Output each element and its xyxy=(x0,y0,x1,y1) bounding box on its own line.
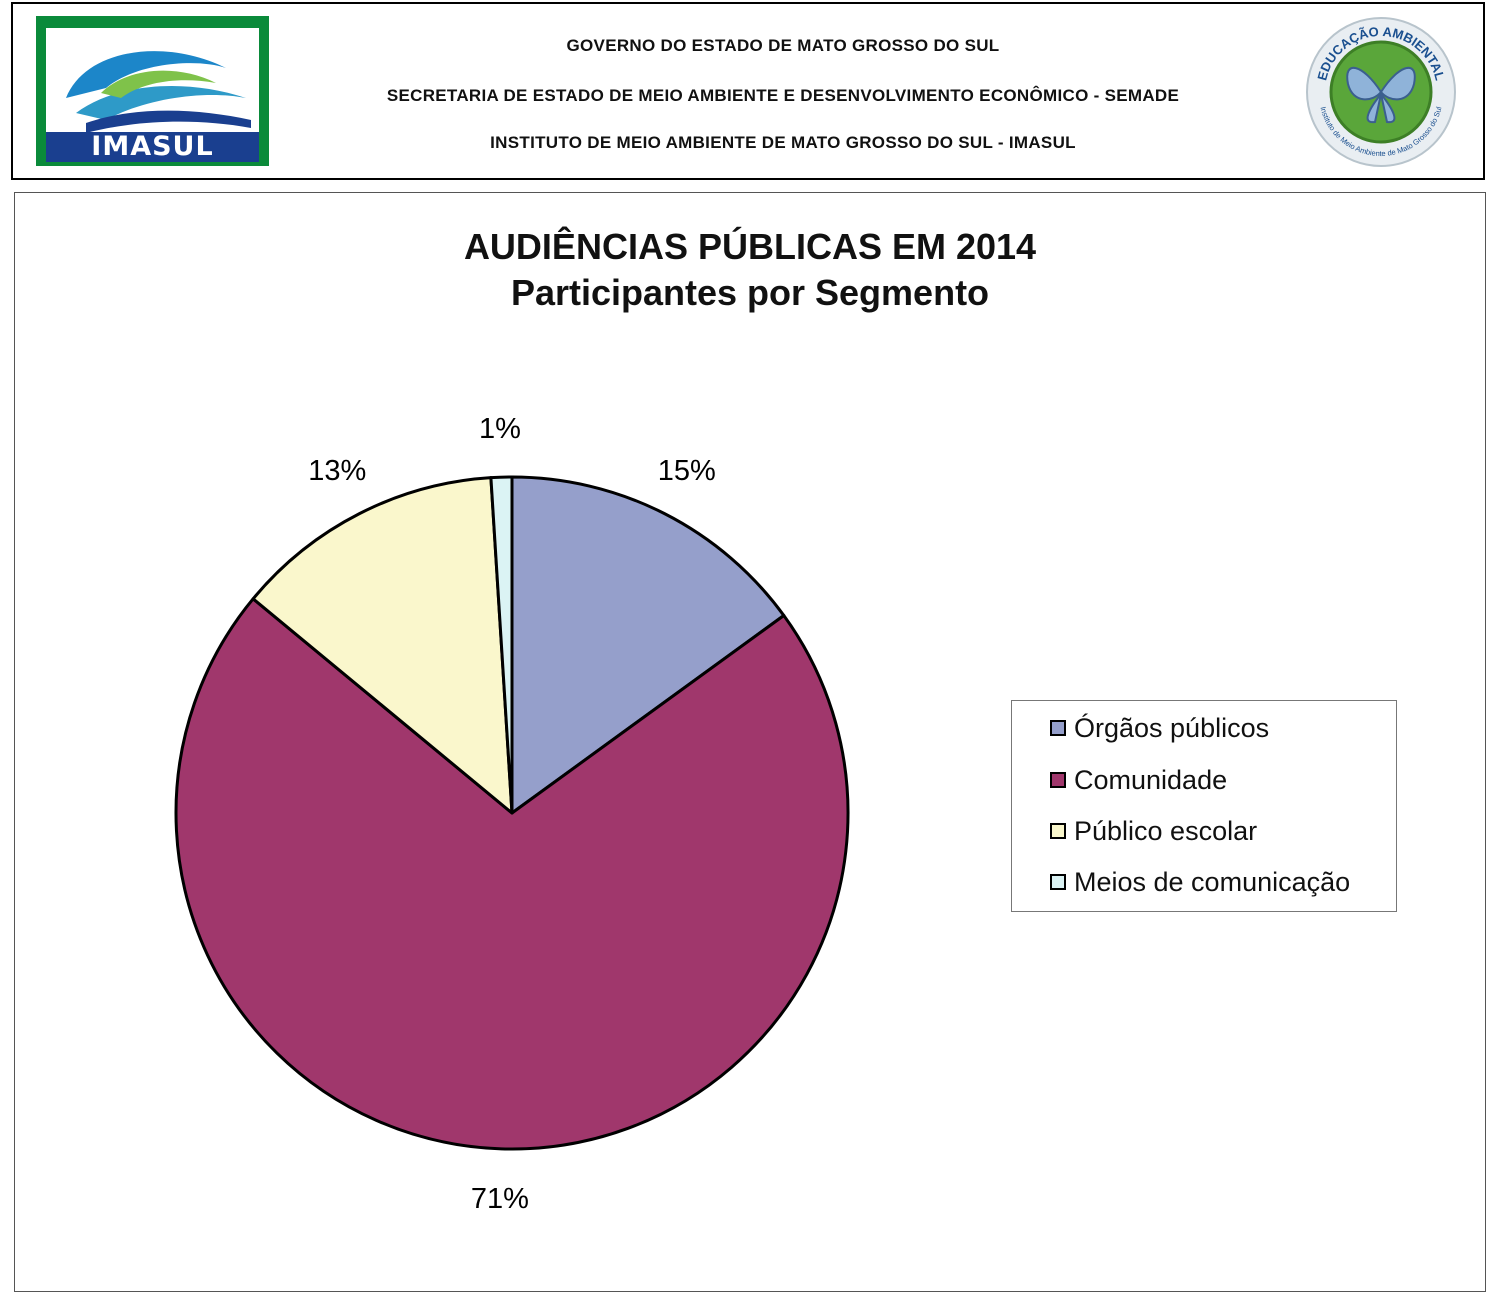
pie-labels: 15% 71% 13% 1% xyxy=(308,413,716,1215)
legend-swatch xyxy=(1050,874,1066,890)
imasul-logo: IMASUL xyxy=(36,16,269,166)
legend-label: Órgãos públicos xyxy=(1074,712,1270,743)
chart-title: AUDIÊNCIAS PÚBLICAS EM 2014 xyxy=(463,226,1037,267)
legend-label: Público escolar xyxy=(1074,815,1258,846)
legend-item-meios-de-comunicacao: Meios de comunicação xyxy=(1050,867,1350,897)
header-banner: IMASUL GOVERNO DO ESTADO DE MATO GROSSO … xyxy=(11,2,1485,180)
pie-percent-label: 71% xyxy=(471,1183,529,1215)
chart-subtitle: Participantes por Segmento xyxy=(510,272,990,313)
legend-label: Meios de comunicação xyxy=(1074,866,1351,897)
slice-comunidade xyxy=(174,597,850,1151)
legend-item-orgaos-publicos: Órgãos públicos xyxy=(1050,713,1269,743)
chart-legend: Órgãos públicos Comunidade Público escol… xyxy=(1011,700,1397,912)
header-line-secretariat: SECRETARIA DE ESTADO DE MEIO AMBIENTE E … xyxy=(386,86,1180,105)
educacao-ambiental-logo: EDUCAÇÃO AMBIENTAL Instituto de Meio Amb… xyxy=(1303,14,1459,170)
header-line-institute: INSTITUTO DE MEIO AMBIENTE DE MATO GROSS… xyxy=(490,133,1076,152)
slice-publico-escolar xyxy=(251,476,514,815)
slice-orgaos-publicos xyxy=(510,475,786,815)
legend-swatch xyxy=(1050,823,1066,839)
legend-item-publico-escolar: Público escolar xyxy=(1050,816,1257,846)
pie-percent-label: 13% xyxy=(308,455,366,487)
legend-label: Comunidade xyxy=(1074,764,1228,795)
header-text: GOVERNO DO ESTADO DE MATO GROSSO DO SUL … xyxy=(283,4,1283,178)
pie-slices xyxy=(174,475,850,1151)
pie-percent-label: 1% xyxy=(479,413,521,445)
header-line-government: GOVERNO DO ESTADO DE MATO GROSSO DO SUL xyxy=(566,36,1000,55)
slice-meios-de-comunicacao xyxy=(489,475,514,815)
imasul-logo-graphic xyxy=(46,28,259,140)
legend-swatch xyxy=(1050,772,1066,788)
pie-percent-label: 15% xyxy=(658,455,716,487)
imasul-logo-text: IMASUL xyxy=(46,132,259,162)
legend-swatch xyxy=(1050,720,1066,736)
legend-item-comunidade: Comunidade xyxy=(1050,765,1227,795)
